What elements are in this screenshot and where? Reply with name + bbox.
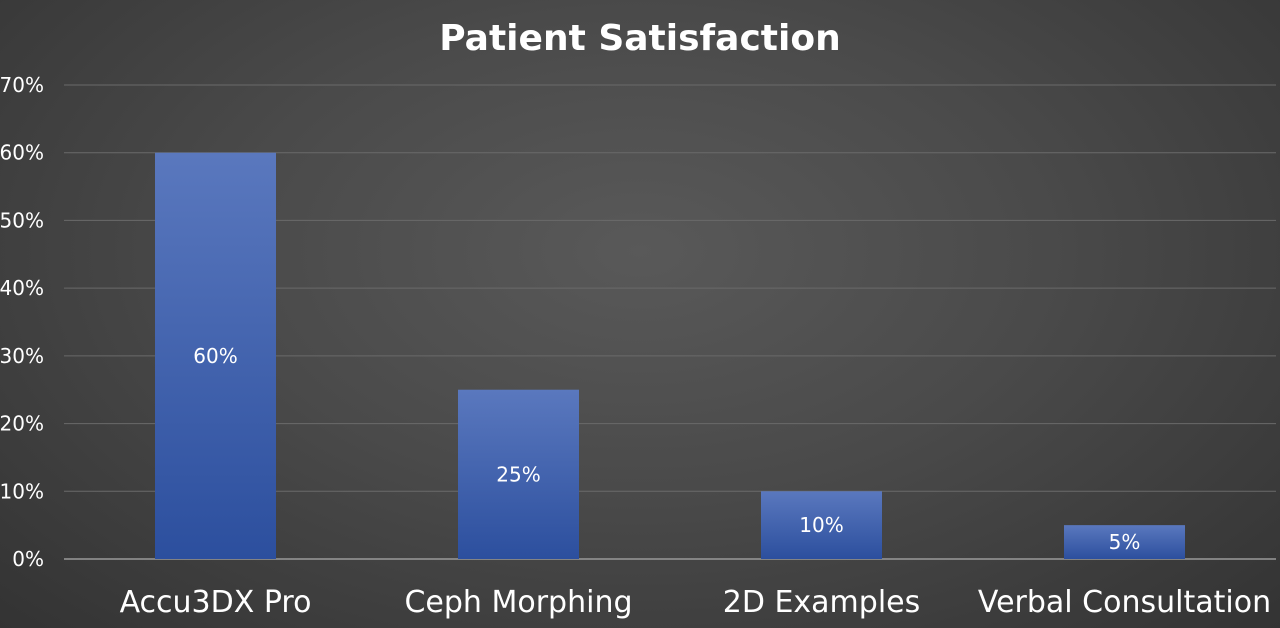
data-label: 10% (799, 513, 843, 537)
x-tick-label: Ceph Morphing (404, 585, 632, 620)
y-axis-ticks: 0% 10% 20% 30% 40% 50% 60% 70% (0, 73, 44, 571)
data-label: 60% (193, 344, 237, 368)
y-tick-label: 20% (0, 412, 44, 436)
data-label: 5% (1109, 530, 1141, 554)
bar (761, 491, 882, 559)
y-tick-label: 40% (0, 276, 44, 300)
bar (1064, 525, 1185, 559)
x-tick-label: 2D Examples (723, 585, 921, 620)
chart-title: Patient Satisfaction (439, 18, 840, 59)
x-axis-ticks: Accu3DX Pro Ceph Morphing 2D Examples Verba… (120, 585, 1272, 620)
x-tick-label: Accu3DX Pro (120, 585, 312, 620)
y-tick-label: 0% (12, 547, 44, 571)
y-tick-label: 70% (0, 73, 44, 97)
y-tick-label: 30% (0, 344, 44, 368)
bar (155, 152, 276, 559)
y-tick-label: 50% (0, 208, 44, 232)
data-label: 25% (496, 462, 540, 486)
x-tick-label: Verbal Consultation (978, 585, 1271, 620)
y-tick-label: 10% (0, 479, 44, 503)
y-tick-label: 60% (0, 141, 44, 165)
bars: 60% 25% 10% 5% (155, 152, 1185, 559)
bar (458, 389, 579, 559)
